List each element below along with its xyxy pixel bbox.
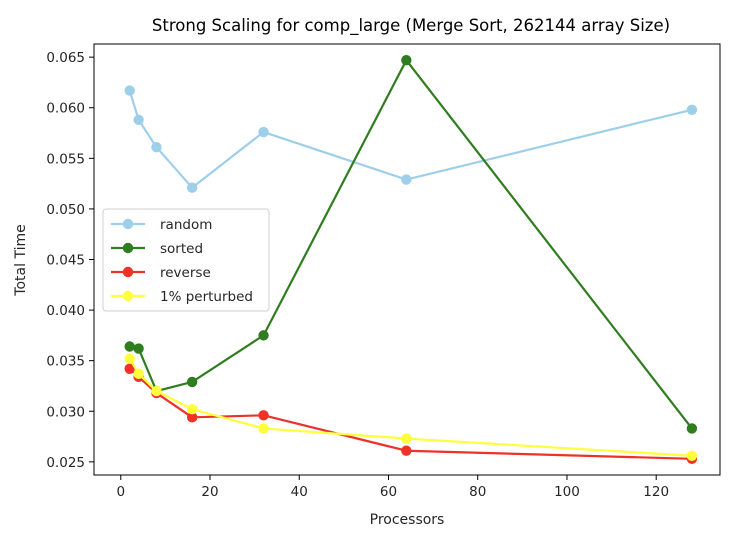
legend-label: 1% perturbed — [160, 289, 253, 305]
y-tick-label: 0.055 — [46, 151, 85, 167]
x-tick-label: 60 — [380, 484, 397, 500]
legend-box — [102, 208, 270, 312]
x-tick-label: 20 — [201, 484, 218, 500]
data-point — [133, 343, 144, 354]
data-point — [258, 423, 269, 434]
data-point — [258, 410, 269, 421]
data-point — [151, 385, 162, 397]
x-tick-label: 120 — [643, 484, 669, 500]
legend-marker — [122, 242, 134, 254]
legend: random sorted reverse 1% perturbed — [102, 208, 270, 312]
data-point — [186, 182, 198, 193]
data-point — [686, 104, 698, 115]
y-axis-title: Total Time — [13, 224, 29, 296]
data-point — [124, 363, 135, 374]
legend-item: reverse — [111, 265, 211, 281]
data-point — [686, 450, 698, 461]
data-point — [258, 126, 269, 138]
x-tick-label: 80 — [469, 484, 486, 500]
data-point — [124, 341, 135, 352]
data-point — [401, 54, 412, 66]
data-point — [133, 114, 144, 126]
y-tick-label: 0.060 — [46, 101, 85, 117]
y-tick-label: 0.035 — [46, 354, 85, 370]
legend-marker — [122, 218, 134, 230]
y-axis: 0.025 0.030 0.035 0.040 0.045 0.050 0.055 0.060… — [46, 50, 94, 471]
legend-item: 1% perturbed — [111, 289, 253, 305]
data-point — [186, 412, 198, 423]
plot-area — [124, 54, 698, 465]
series-random — [124, 85, 698, 193]
legend-marker — [122, 266, 134, 278]
y-tick-label: 0.050 — [46, 202, 85, 218]
data-point — [186, 376, 198, 388]
data-point — [133, 368, 144, 380]
series-line — [128, 367, 692, 460]
legend-label: random — [160, 217, 212, 233]
y-tick-label: 0.025 — [46, 455, 85, 471]
data-point — [186, 404, 198, 415]
data-point — [124, 85, 135, 96]
x-tick-label: 0 — [116, 484, 125, 500]
legend-label: sorted — [160, 241, 203, 257]
legend-item: random — [111, 217, 212, 233]
data-point — [124, 353, 135, 364]
data-point — [151, 141, 162, 153]
plot-frame — [93, 43, 721, 476]
y-tick-label: 0.030 — [46, 404, 85, 420]
legend-marker — [122, 290, 134, 302]
legend-item: sorted — [111, 241, 203, 257]
data-point — [258, 330, 269, 341]
x-tick-label: 40 — [291, 484, 308, 500]
series-line — [128, 90, 693, 189]
y-tick-label: 0.045 — [46, 253, 85, 269]
legend-label: reverse — [160, 265, 211, 281]
x-axis: 0 20 40 60 80 100 120 — [116, 475, 669, 500]
data-point — [401, 433, 412, 444]
y-tick-label: 0.040 — [46, 303, 85, 319]
data-point — [686, 423, 698, 434]
data-point — [401, 174, 412, 185]
series-1-perturbed — [124, 353, 698, 461]
chart-title: Strong Scaling for comp_large (Merge Sor… — [152, 16, 670, 36]
data-point — [401, 445, 412, 456]
x-tick-label: 100 — [554, 484, 580, 500]
y-tick-label: 0.065 — [46, 50, 85, 66]
x-axis-title: Processors — [370, 512, 445, 528]
